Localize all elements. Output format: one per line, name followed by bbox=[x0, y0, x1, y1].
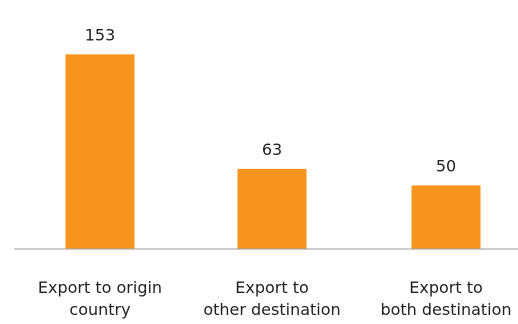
value-label-3: 50 bbox=[436, 156, 456, 175]
category-label-2-line-2: other destination bbox=[203, 300, 340, 319]
bars-group bbox=[65, 54, 481, 249]
bar-2 bbox=[237, 168, 307, 249]
category-label-3-line-2: both destination bbox=[380, 300, 511, 319]
category-label-1-line-1: Export to origin bbox=[38, 278, 162, 297]
category-label-2-line-1: Export to bbox=[235, 278, 309, 297]
category-labels-group: Export to origin country Export to other de… bbox=[38, 278, 512, 319]
value-labels-group: 153 63 50 bbox=[85, 25, 456, 175]
category-label-3-line-1: Export to bbox=[409, 278, 483, 297]
value-label-1: 153 bbox=[85, 25, 116, 44]
value-label-2: 63 bbox=[262, 140, 282, 159]
bar-3 bbox=[411, 185, 481, 249]
bar-1 bbox=[65, 54, 135, 249]
category-label-1-line-2: country bbox=[69, 300, 130, 319]
